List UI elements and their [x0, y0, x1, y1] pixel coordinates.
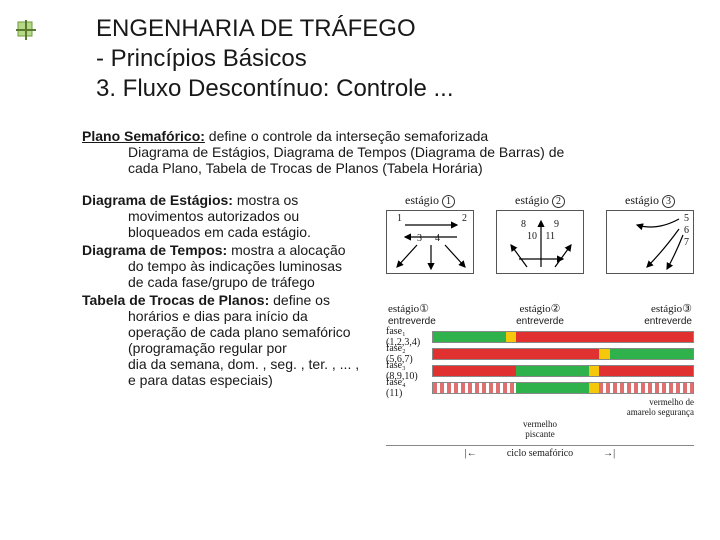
two-col: Diagrama de Estágios: mostra os moviment…: [82, 192, 694, 459]
stage-cell-1: estágio 1 1 2 3: [386, 210, 474, 274]
s2-n3: 10: [527, 231, 537, 242]
def-tempos: Diagrama de Tempos: mostra a alocação do…: [82, 242, 382, 290]
s2-n4: 11: [545, 231, 555, 242]
def-tab-tail: define os: [269, 292, 330, 308]
plano-sub2: cada Plano, Tabela de Trocas de Planos (…: [128, 160, 694, 176]
left-col: Diagrama de Estágios: mostra os moviment…: [82, 192, 382, 459]
th-2: estágio②: [519, 302, 560, 315]
phase-bar-2: [432, 348, 694, 360]
timing-footer: |← ciclo semafórico →|: [386, 445, 694, 459]
phase-bar-3: [432, 365, 694, 377]
s2-n1: 8: [521, 219, 526, 230]
body: Plano Semafórico: define o controle da i…: [82, 128, 694, 459]
def-tabela: Tabela de Trocas de Planos: define os ho…: [82, 292, 382, 388]
s3-n1: 5: [684, 213, 689, 224]
title-block: ENGENHARIA DE TRÁFEGO - Princípios Básic…: [96, 14, 698, 104]
th-1: estágio①: [388, 302, 429, 315]
phase-row-3: fase₃(8,9,10): [386, 364, 694, 378]
def-tab-l3: (programação regular por: [128, 340, 382, 356]
def-tmp-l2: de cada fase/grupo de tráfego: [128, 274, 382, 290]
phase-label-4: fase₄(11): [386, 377, 432, 399]
stage-title-2: estágio 2: [497, 193, 583, 208]
plano-tail: define o controle da interseção semafori…: [205, 128, 488, 144]
legend-2: vermelhopiscante: [386, 419, 694, 439]
def-tab-l4: dia da semana, dom. , seg. , ter. , ... …: [128, 356, 382, 372]
decorative-bullet: [16, 20, 36, 40]
s1-n2: 2: [462, 213, 467, 224]
legend-1: vermelho deamarelo segurança: [386, 397, 694, 417]
title-line-3: 3. Fluxo Descontínuo: Controle ...: [96, 74, 698, 104]
stage-diagram: estágio 1 1 2 3: [386, 210, 694, 274]
def-est-l2: bloqueados em cada estágio.: [128, 224, 382, 240]
phase-row-2: fase₂(5,6,7): [386, 347, 694, 361]
s3-n2: 6: [684, 225, 689, 236]
plano-head: Plano Semafórico:: [82, 128, 205, 144]
s2-n2: 9: [554, 219, 559, 230]
right-col: estágio 1 1 2 3: [386, 192, 694, 459]
th-3: estágio③: [651, 302, 692, 315]
plano-sub1: Diagrama de Estágios, Diagrama de Tempos…: [128, 144, 694, 160]
stage-title-1: estágio 1: [387, 193, 473, 208]
s1-n1: 1: [397, 213, 402, 224]
phase-row-1: fase₁(1,2,3,4): [386, 330, 694, 344]
def-tmp-tail: mostra a alocação: [227, 242, 345, 258]
def-est-head: Diagrama de Estágios:: [82, 192, 233, 208]
stage-title-3: estágio 3: [607, 193, 693, 208]
stage3-svg: [607, 211, 695, 275]
stage-cell-2: estágio 2 8 9 10 11: [496, 210, 584, 274]
def-tmp-head: Diagrama de Tempos:: [82, 242, 227, 258]
phase-bar-4: [432, 382, 694, 394]
s3-n3: 7: [684, 237, 689, 248]
timing-sub: entreverde entreverde entreverde: [386, 316, 694, 327]
plano-block: Plano Semafórico: define o controle da i…: [82, 128, 694, 176]
s1-n3: 3: [417, 233, 422, 244]
slide: ENGENHARIA DE TRÁFEGO - Princípios Básic…: [0, 0, 720, 540]
phase-rows: fase₁(1,2,3,4) fase₂(5,6,7) fase₃(8,9,10) f…: [386, 330, 694, 395]
def-tmp-l1: do tempo às indicações luminosas: [128, 258, 382, 274]
ts-2: entreverde: [516, 316, 564, 327]
s1-n4: 4: [435, 233, 440, 244]
def-estagios: Diagrama de Estágios: mostra os moviment…: [82, 192, 382, 240]
stage-cell-3: estágio 3 5 6 7: [606, 210, 694, 274]
timing-diagram: estágio① estágio② estágio③ entreverde en…: [386, 302, 694, 459]
def-tab-l2: operação de cada plano semafórico: [128, 324, 382, 340]
title-line-2: - Princípios Básicos: [96, 44, 698, 74]
def-est-l1: movimentos autorizados ou: [128, 208, 382, 224]
title-line-1: ENGENHARIA DE TRÁFEGO: [96, 14, 698, 44]
def-tab-l1: horários e dias para início da: [128, 308, 382, 324]
timing-head: estágio① estágio② estágio③: [386, 302, 694, 315]
ts-3: entreverde: [644, 316, 692, 327]
phase-row-4: fase₄(11): [386, 381, 694, 395]
def-est-tail: mostra os: [233, 192, 298, 208]
stage2-svg: [497, 211, 585, 275]
def-tab-l5: e para datas especiais): [128, 372, 382, 388]
phase-bar-1: [432, 331, 694, 343]
def-tab-head: Tabela de Trocas de Planos:: [82, 292, 269, 308]
